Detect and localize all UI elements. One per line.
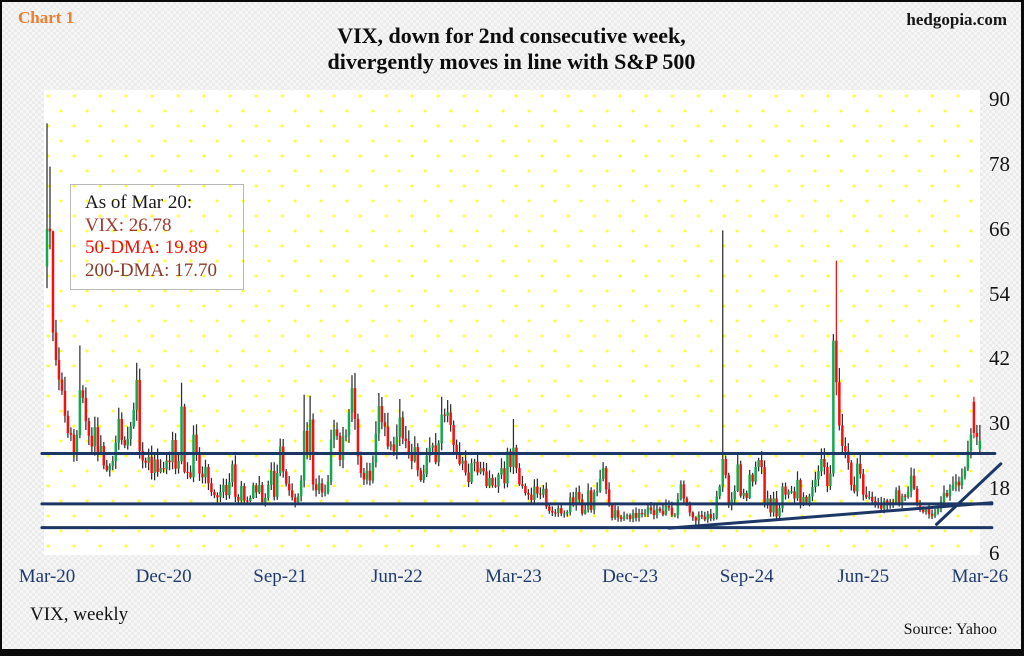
x-tick-Dec-23: Dec-23 xyxy=(602,566,659,587)
x-tick-Sep-21: Sep-21 xyxy=(253,566,308,587)
x-tick-Mar-23: Mar-23 xyxy=(485,566,542,587)
x-tick-Mar-26: Mar-26 xyxy=(951,566,1009,587)
callout-vix-value: VIX: 26.78 xyxy=(85,214,172,236)
y-tick-54: 54 xyxy=(989,281,1010,306)
latest-values-callout: As of Mar 20: VIX: 26.78 50-DMA: 19.89 2… xyxy=(70,184,244,290)
x-tick-Mar-20: Mar-20 xyxy=(18,566,76,587)
chart-title: VIX, down for 2nd consecutive week, dive… xyxy=(2,23,1021,75)
chart-number-label: Chart 1 xyxy=(18,8,75,27)
series-label: VIX, weekly xyxy=(30,604,129,625)
x-tick-Jun-25: Jun-25 xyxy=(837,566,890,587)
y-tick-66: 66 xyxy=(989,216,1010,241)
callout-200dma-value: 200-DMA: 17.70 xyxy=(85,259,217,281)
y-tick-42: 42 xyxy=(989,346,1010,371)
chart-title-line1: VIX, down for 2nd consecutive week, xyxy=(337,23,686,48)
y-tick-18: 18 xyxy=(989,476,1010,501)
y-tick-90: 90 xyxy=(989,87,1010,111)
y-tick-78: 78 xyxy=(989,151,1010,176)
x-tick-Jun-22: Jun-22 xyxy=(370,566,423,587)
site-watermark: hedgopia.com xyxy=(906,10,1007,29)
y-tick-6: 6 xyxy=(989,541,1000,565)
source-attribution: Source: Yahoo xyxy=(903,621,997,638)
y-tick-30: 30 xyxy=(989,411,1010,436)
chart-title-line2: divergently moves in line with S&P 500 xyxy=(327,49,696,74)
x-tick-Dec-20: Dec-20 xyxy=(135,566,192,587)
plot-area xyxy=(44,90,980,555)
x-tick-Sep-24: Sep-24 xyxy=(719,566,774,587)
callout-as-of: As of Mar 20: xyxy=(85,192,193,213)
callout-50dma-value: 50-DMA: 19.89 xyxy=(85,237,208,258)
